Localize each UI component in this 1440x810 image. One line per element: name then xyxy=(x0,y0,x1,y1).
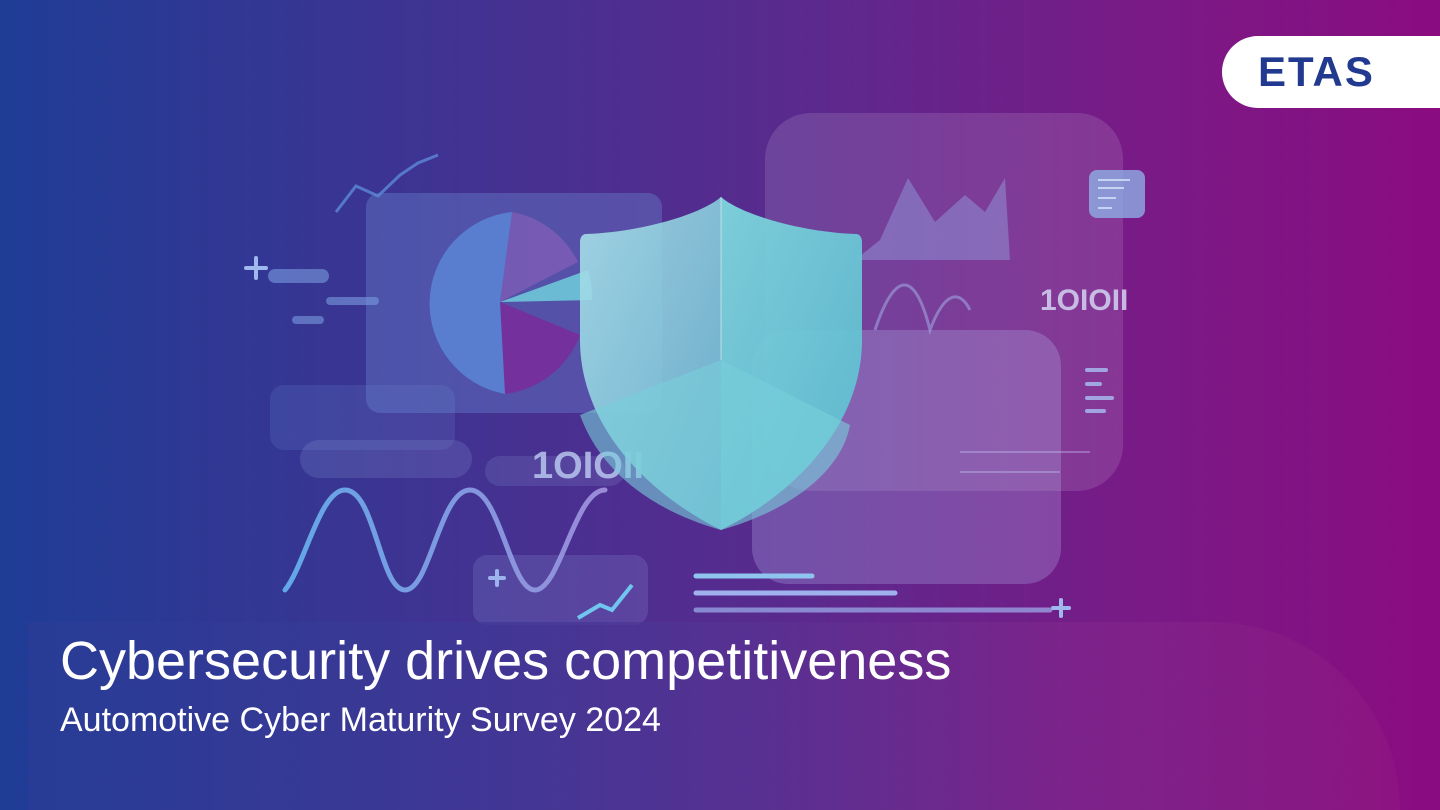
menu-lines-icon xyxy=(1085,368,1114,413)
plus-icon xyxy=(244,256,1071,618)
trend-line-icon xyxy=(334,153,439,213)
title-band xyxy=(28,622,1400,810)
page-title: Cybersecurity drives competitiveness xyxy=(60,631,952,691)
pie-chart-icon xyxy=(429,212,593,394)
logo-badge: ETAS xyxy=(1222,36,1440,108)
decorative-dashes xyxy=(268,269,379,324)
shield-icon xyxy=(580,197,862,530)
etas-logo: ETAS xyxy=(1258,48,1375,95)
bar-chart-icon xyxy=(794,365,1012,552)
area-chart-icon xyxy=(855,178,1010,260)
document-icon xyxy=(1089,170,1145,218)
wave-icon xyxy=(282,487,608,593)
page-subtitle: Automotive Cyber Maturity Survey 2024 xyxy=(60,701,661,739)
binary-code-icon: 1OIOII xyxy=(1040,284,1128,317)
text-lines-icon xyxy=(693,573,1053,613)
